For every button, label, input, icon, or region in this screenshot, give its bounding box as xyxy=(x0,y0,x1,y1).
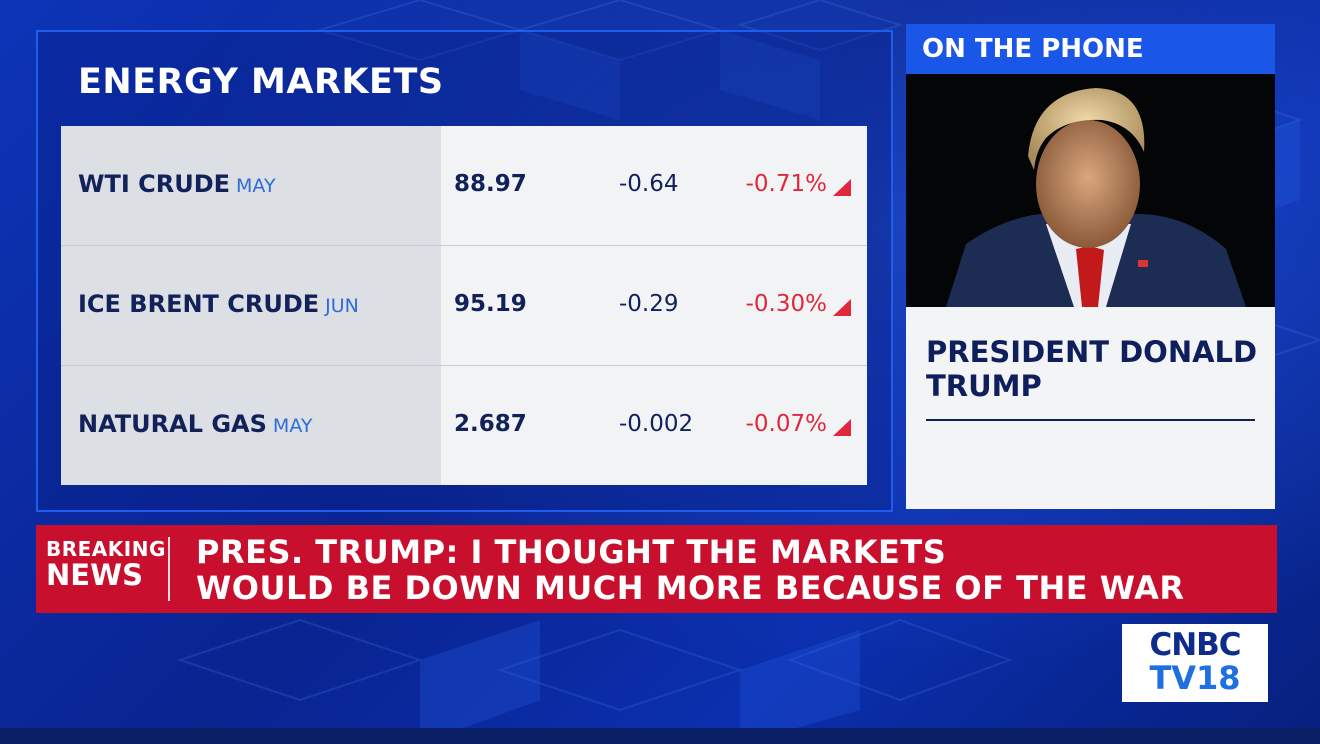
commodity-label: WTI CRUDE xyxy=(78,170,231,198)
commodity-label: ICE BRENT CRUDE xyxy=(78,290,320,318)
energy-markets-table: WTI CRUDE MAY 88.97 -0.64 -0.71% ICE BREN… xyxy=(61,126,867,486)
value-cell xyxy=(441,246,867,365)
contract-month: MAY xyxy=(272,415,313,437)
price: 95.19 xyxy=(454,291,527,317)
on-the-phone-label: ON THE PHONE xyxy=(922,34,1144,64)
percent-change: -0.07% xyxy=(745,411,827,437)
panel-title: ENERGY MARKETS xyxy=(78,62,444,102)
commodity-name: NATURAL GAS MAY xyxy=(78,410,312,438)
value-cell xyxy=(441,126,867,245)
caller-photo xyxy=(906,74,1275,307)
breaking-news-tag: BREAKING NEWS xyxy=(46,539,166,590)
contract-month: JUN xyxy=(325,295,359,317)
change: -0.002 xyxy=(619,411,694,437)
breaking-label: BREAKING xyxy=(46,537,166,561)
table-row: WTI CRUDE MAY 88.97 -0.64 -0.71% xyxy=(61,126,867,245)
portrait-image xyxy=(906,74,1275,307)
caller-name-card: PRESIDENT DONALD TRUMP xyxy=(906,307,1275,509)
down-triangle-icon xyxy=(833,179,851,196)
on-the-phone-header: ON THE PHONE xyxy=(906,24,1275,74)
breaking-news-bar: BREAKING NEWS PRES. TRUMP: I THOUGHT THE… xyxy=(36,525,1277,613)
name-cell xyxy=(61,366,441,485)
name-cell xyxy=(61,246,441,365)
price: 88.97 xyxy=(454,171,527,197)
value-cell xyxy=(441,366,867,485)
caller-name: PRESIDENT DONALD TRUMP xyxy=(926,335,1258,403)
name-cell xyxy=(61,126,441,245)
tag-separator xyxy=(168,537,170,601)
row-divider xyxy=(61,365,867,366)
logo-tv18: TV18 xyxy=(1149,659,1241,697)
breaking-headline: PRES. TRUMP: I THOUGHT THE MARKETS WOULD… xyxy=(196,534,1185,606)
name-underline xyxy=(926,419,1255,421)
down-triangle-icon xyxy=(833,299,851,316)
bottom-strip xyxy=(0,728,1320,744)
change: -0.29 xyxy=(619,291,679,317)
cnbc-tv18-logo: CNBC TV18 xyxy=(1122,624,1268,702)
price: 2.687 xyxy=(454,411,527,437)
headline-line-2: WOULD BE DOWN MUCH MORE BECAUSE OF THE W… xyxy=(196,569,1185,607)
commodity-name: ICE BRENT CRUDE JUN xyxy=(78,290,359,318)
table-row: NATURAL GAS MAY 2.687 -0.002 -0.07% xyxy=(61,366,867,485)
down-triangle-icon xyxy=(833,419,851,436)
logo-cnbc: CNBC xyxy=(1149,627,1241,663)
news-label: NEWS xyxy=(46,558,143,592)
table-row: ICE BRENT CRUDE JUN 95.19 -0.29 -0.30% xyxy=(61,246,867,365)
row-divider xyxy=(61,245,867,246)
change: -0.64 xyxy=(619,171,679,197)
percent-change: -0.30% xyxy=(745,291,827,317)
commodity-label: NATURAL GAS xyxy=(78,410,267,438)
headline-line-1: PRES. TRUMP: I THOUGHT THE MARKETS xyxy=(196,533,947,571)
contract-month: MAY xyxy=(236,175,276,197)
percent-change: -0.71% xyxy=(745,171,827,197)
commodity-name: WTI CRUDE MAY xyxy=(78,170,276,198)
